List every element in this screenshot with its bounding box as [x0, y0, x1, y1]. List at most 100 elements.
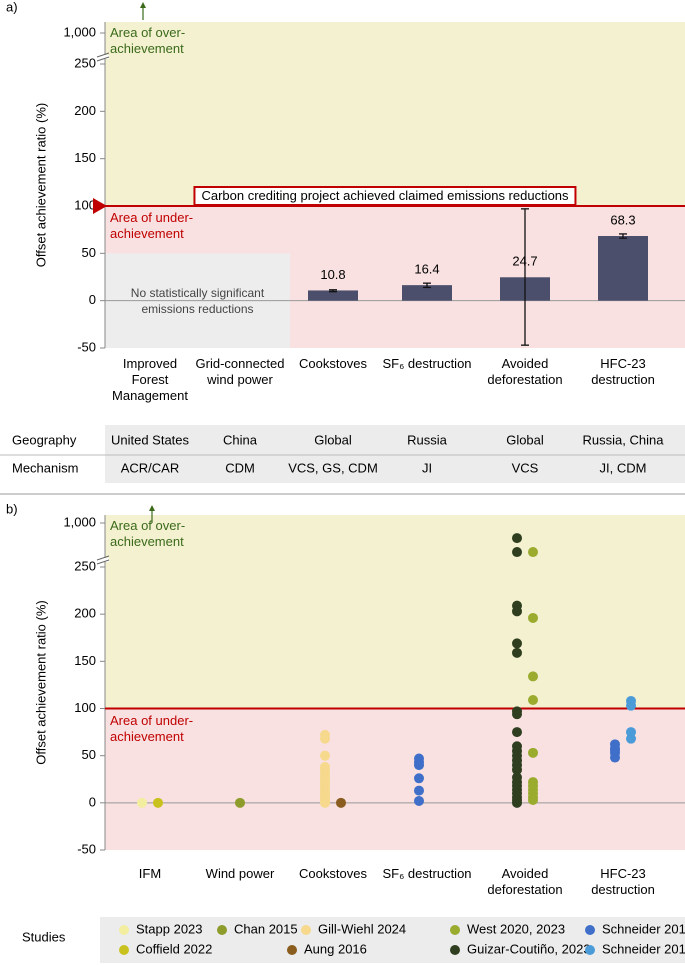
x-tick-label: SF₆ destruction [382, 866, 472, 881]
over-annotation: Area of over-achievement [110, 518, 186, 549]
data-point [320, 750, 330, 761]
x-tick-label: Grid-connected wind power [195, 356, 285, 387]
table-cell: Russia [407, 432, 448, 447]
table-row-label: Mechanism [12, 460, 78, 475]
table-cell: United States [111, 432, 190, 447]
table-cell: VCS, GS, CDM [288, 460, 378, 475]
data-point [512, 797, 522, 808]
data-point [414, 773, 424, 784]
value-label: 16.4 [414, 262, 439, 277]
legend-swatch [119, 925, 129, 935]
y-tick-label: 0 [89, 292, 96, 307]
arrow-head [149, 505, 155, 511]
legend-label: Stapp 2023 [136, 921, 203, 936]
table-cell: ACR/CAR [121, 460, 180, 475]
y-tick-label: 50 [82, 245, 96, 260]
y-tick-label: 100 [74, 197, 96, 212]
axis-break [96, 52, 110, 58]
bar [598, 236, 648, 301]
y-tick-label: 100 [74, 700, 96, 715]
legend-label: Aung 2016 [304, 941, 367, 956]
x-tick-label: Avoided deforestation [487, 866, 563, 897]
table-cell: JI [422, 460, 432, 475]
y-axis-label: Offset achievement ratio (%) [33, 600, 48, 765]
x-tick-label: HFC-23 destruction [591, 356, 655, 387]
threshold-annotation: Carbon crediting project achieved claime… [193, 186, 577, 206]
x-tick-label: Improved Forest Management [112, 356, 188, 403]
data-point [512, 533, 522, 544]
table-bg [105, 425, 685, 483]
table-cell: Global [314, 432, 352, 447]
data-point [512, 606, 522, 617]
data-point [528, 795, 538, 806]
x-tick-label: IFM [138, 866, 162, 881]
y-tick-label: 1,000 [63, 514, 96, 529]
y-tick-label: 0 [89, 794, 96, 809]
data-point [320, 733, 330, 744]
data-point [512, 709, 522, 720]
data-point [512, 764, 522, 775]
not-significant-note: No statistically significant emissions r… [130, 285, 265, 316]
table-cell: VCS [512, 460, 539, 475]
under-annotation: Area of under-achievement [110, 712, 194, 744]
x-tick-label: Cookstoves [299, 356, 367, 371]
table-cell: Russia, China [583, 432, 665, 447]
axis-break-gap [97, 558, 109, 562]
table-cell: JI, CDM [600, 460, 647, 475]
legend-swatch [585, 925, 595, 935]
data-point [528, 547, 538, 558]
data-point [610, 752, 620, 763]
legend-swatch [287, 945, 297, 955]
y-tick-label: 200 [74, 103, 96, 118]
data-point [512, 647, 522, 658]
value-label: 68.3 [610, 212, 635, 227]
data-point [528, 612, 538, 623]
legend-swatch [450, 925, 460, 935]
table-cell: Global [506, 432, 544, 447]
x-tick-label: Cookstoves [299, 866, 367, 881]
data-point [528, 747, 538, 758]
x-tick-label: SF₆ destruction [382, 356, 472, 371]
y-tick-label: 250 [74, 55, 96, 70]
x-tick-label: HFC-23 destruction [591, 866, 655, 897]
panel-label: b) [6, 501, 18, 516]
data-point [414, 760, 424, 771]
data-point [153, 797, 163, 808]
y-tick-label: 1,000 [63, 24, 96, 39]
threshold-marker [93, 198, 107, 214]
bar [402, 285, 452, 301]
axis-break [96, 555, 110, 561]
table-row-label: Geography [12, 432, 77, 447]
legend-label: Gill-Wiehl 2024 [318, 921, 406, 936]
legend-label: Coffield 2022 [136, 941, 212, 956]
value-label: 10.8 [320, 267, 345, 282]
legend-label: West 2020, 2023 [467, 921, 565, 936]
over-area [105, 515, 685, 709]
legend-swatch [585, 945, 595, 955]
y-tick-label: 200 [74, 606, 96, 621]
y-tick-label: -50 [77, 841, 96, 856]
legend-swatch [119, 945, 129, 955]
data-point [528, 695, 538, 706]
data-point [320, 797, 330, 808]
y-tick-label: -50 [77, 339, 96, 354]
over-annotation: Area of over-achievement [110, 25, 186, 56]
legend-label: Schneider 2015 [602, 921, 685, 936]
data-point [512, 727, 522, 738]
legend-swatch [301, 925, 311, 935]
data-point [512, 638, 522, 649]
y-tick-label: 150 [74, 653, 96, 668]
data-point [414, 785, 424, 796]
arrow-head [140, 2, 146, 8]
legend-title: Studies [22, 929, 66, 944]
data-point [512, 547, 522, 558]
x-tick-label: Wind power [205, 866, 275, 881]
legend-box [100, 917, 685, 963]
data-point [137, 797, 147, 808]
axis-break [96, 559, 110, 565]
legend-label: Guizar-Coutiño, 2023 [467, 941, 591, 956]
under-annotation: Area of under-achievement [110, 210, 194, 241]
legend-label: Chan 2015 [234, 921, 298, 936]
